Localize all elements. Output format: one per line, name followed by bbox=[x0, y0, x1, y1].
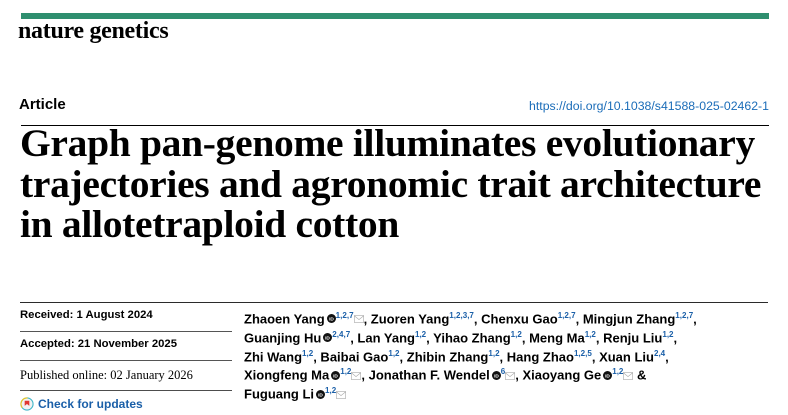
svg-text:iD: iD bbox=[494, 373, 499, 379]
svg-text:iD: iD bbox=[318, 392, 323, 398]
svg-text:iD: iD bbox=[333, 373, 338, 379]
svg-text:iD: iD bbox=[329, 317, 334, 323]
svg-text:iD: iD bbox=[605, 373, 610, 379]
svg-text:iD: iD bbox=[325, 336, 330, 342]
